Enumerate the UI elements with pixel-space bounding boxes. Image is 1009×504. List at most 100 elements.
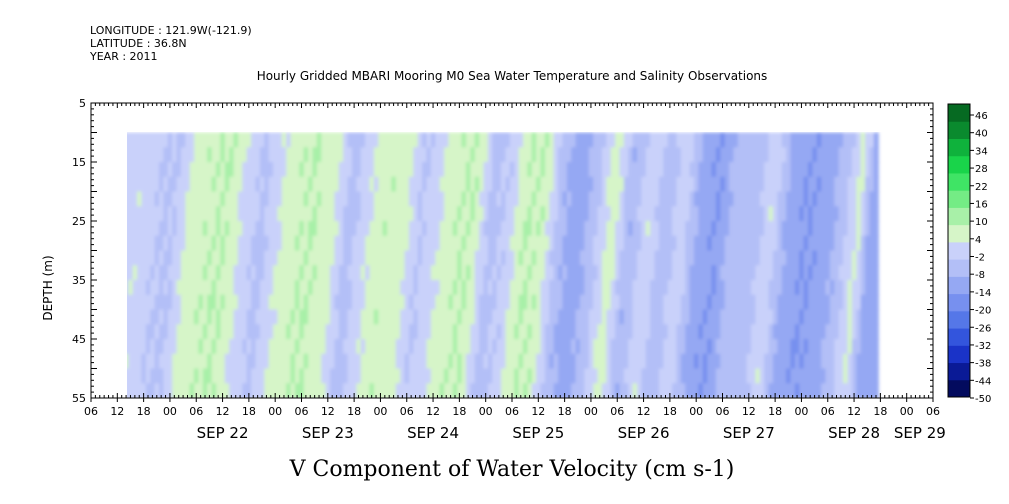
heatmap-cell bbox=[575, 147, 581, 163]
heatmap-cell bbox=[531, 250, 537, 266]
heatmap-cell bbox=[693, 147, 699, 163]
heatmap-cell bbox=[185, 383, 191, 398]
heatmap-cell bbox=[224, 368, 230, 384]
heatmap-cell bbox=[141, 294, 147, 311]
heatmap-cell bbox=[137, 309, 143, 325]
y-tick-label: 15 bbox=[72, 156, 86, 169]
heatmap-cell bbox=[799, 176, 805, 193]
heatmap-cell bbox=[356, 353, 362, 370]
heatmap-cell bbox=[531, 383, 537, 398]
heatmap-cell bbox=[685, 147, 691, 163]
heatmap-cell bbox=[808, 280, 814, 296]
heatmap-cell bbox=[417, 353, 423, 370]
heatmap-cell bbox=[536, 368, 542, 384]
heatmap-cell bbox=[408, 250, 414, 266]
heatmap-cell bbox=[154, 132, 160, 148]
heatmap-cell bbox=[860, 265, 866, 281]
heatmap-cell bbox=[141, 206, 147, 222]
heatmap-cell bbox=[663, 250, 669, 266]
heatmap-cell bbox=[759, 235, 765, 252]
heatmap-cell bbox=[408, 339, 414, 355]
heatmap-cell bbox=[426, 353, 432, 370]
heatmap-cell bbox=[474, 162, 480, 178]
heatmap-cell bbox=[851, 339, 857, 355]
heatmap-cell bbox=[544, 339, 550, 355]
heatmap-cell bbox=[825, 339, 831, 355]
heatmap-cell bbox=[369, 191, 375, 207]
heatmap-cell bbox=[444, 280, 450, 296]
heatmap-cell bbox=[838, 368, 844, 384]
heatmap-cell bbox=[558, 132, 564, 148]
heatmap-cell bbox=[654, 368, 660, 384]
heatmap-cell bbox=[215, 324, 221, 340]
heatmap-cell bbox=[259, 265, 265, 281]
heatmap-cell bbox=[176, 339, 182, 355]
heatmap-cell bbox=[575, 265, 581, 281]
heatmap-cell bbox=[483, 176, 489, 193]
heatmap-cell bbox=[242, 235, 248, 252]
heatmap-cell bbox=[518, 250, 524, 266]
x-hour-label: 00 bbox=[163, 405, 177, 418]
heatmap-cell bbox=[715, 176, 721, 193]
heatmap-cell bbox=[593, 265, 599, 281]
heatmap-cell bbox=[522, 368, 528, 384]
heatmap-cell bbox=[163, 339, 169, 355]
heatmap-cell bbox=[808, 191, 814, 207]
x-hour-label: 12 bbox=[742, 405, 756, 418]
heatmap-cell bbox=[579, 383, 585, 398]
heatmap-cell bbox=[645, 265, 651, 281]
heatmap-cell bbox=[566, 191, 572, 207]
heatmap-cell bbox=[360, 162, 366, 178]
heatmap-cell bbox=[128, 176, 134, 193]
heatmap-cell bbox=[808, 294, 814, 311]
heatmap-cell bbox=[847, 206, 853, 222]
heatmap-cell bbox=[654, 176, 660, 193]
heatmap-cell bbox=[373, 250, 379, 266]
heatmap-cell bbox=[237, 265, 243, 281]
heatmap-cell bbox=[132, 191, 138, 207]
heatmap-cell bbox=[680, 162, 686, 178]
heatmap-cell bbox=[772, 250, 778, 266]
heatmap-cell bbox=[281, 162, 287, 178]
heatmap-cell bbox=[851, 235, 857, 252]
heatmap-cell bbox=[417, 294, 423, 311]
heatmap-cell bbox=[461, 280, 467, 296]
heatmap-cell bbox=[588, 339, 594, 355]
heatmap-cell bbox=[154, 221, 160, 237]
heatmap-cell bbox=[492, 280, 498, 296]
heatmap-cell bbox=[707, 235, 713, 252]
heatmap-cell bbox=[277, 191, 283, 207]
heatmap-cell bbox=[746, 191, 752, 207]
colorbar-swatch bbox=[948, 121, 970, 139]
heatmap-cell bbox=[571, 176, 577, 193]
heatmap-cell bbox=[715, 383, 721, 398]
heatmap-cell bbox=[838, 353, 844, 370]
heatmap-cell bbox=[856, 383, 862, 398]
x-hour-label: 18 bbox=[347, 405, 361, 418]
x-hour-label: 00 bbox=[689, 405, 703, 418]
heatmap-cell bbox=[137, 191, 143, 207]
heatmap-cell bbox=[154, 309, 160, 325]
heatmap-cell bbox=[426, 265, 432, 281]
heatmap-cell bbox=[220, 353, 226, 370]
heatmap-cell bbox=[650, 265, 656, 281]
heatmap-cell bbox=[127, 132, 129, 148]
heatmap-cell bbox=[422, 191, 428, 207]
y-tick-label: 35 bbox=[72, 274, 86, 287]
heatmap-cell bbox=[382, 191, 388, 207]
heatmap-cell bbox=[321, 309, 327, 325]
heatmap-cell bbox=[158, 339, 164, 355]
heatmap-cell bbox=[672, 221, 678, 237]
heatmap-cell bbox=[509, 309, 515, 325]
heatmap-cell bbox=[610, 353, 616, 370]
heatmap-cell bbox=[847, 132, 853, 148]
heatmap-cell bbox=[838, 147, 844, 163]
heatmap-cell bbox=[189, 280, 195, 296]
heatmap-cell bbox=[321, 235, 327, 252]
heatmap-cell bbox=[387, 250, 393, 266]
heatmap-cell bbox=[501, 147, 507, 163]
heatmap-cell bbox=[351, 265, 357, 281]
heatmap-cell bbox=[413, 147, 419, 163]
heatmap-cell bbox=[215, 294, 221, 311]
heatmap-cell bbox=[799, 324, 805, 340]
